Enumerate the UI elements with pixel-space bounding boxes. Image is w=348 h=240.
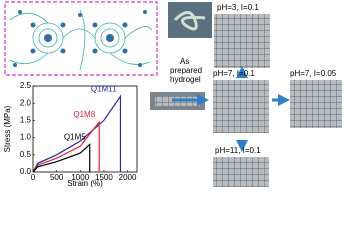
knot-photo: [168, 2, 212, 38]
y-axis-label: Stress (MPa): [3, 105, 12, 152]
y-tick-label: 0.0: [20, 167, 32, 176]
schematic: [4, 1, 158, 76]
gel-photo: [290, 80, 342, 128]
x-tick-label: 0: [31, 173, 36, 182]
y-tick-label: 2.0: [20, 98, 32, 107]
series-line: [32, 143, 91, 173]
series-line: [32, 120, 100, 173]
arrows: [172, 66, 290, 152]
gel-photo: [213, 80, 269, 133]
series-line: [32, 94, 122, 173]
x-tick-label: 1000: [71, 173, 89, 182]
plot-frame: [32, 85, 138, 173]
x-tick-label: 500: [50, 173, 64, 182]
series-label: Q1M11: [91, 84, 117, 93]
y-tick-label: 1.0: [20, 133, 32, 142]
condition-label: pH=7, I=0.05: [290, 69, 337, 78]
gel-photo: [213, 157, 269, 187]
y-tick-label: 0.5: [20, 150, 32, 159]
x-tick-label: 1500: [95, 173, 113, 182]
gel-photo: [214, 14, 270, 68]
series-label: Q1M5: [64, 133, 86, 142]
y-tick-label: 1.5: [20, 116, 32, 125]
photo-label: As: [180, 57, 189, 66]
x-tick-label: 2000: [119, 173, 137, 182]
photo-label: prepared: [170, 66, 202, 75]
photo-label: hydrogel: [170, 75, 201, 84]
series-label: Q1M8: [73, 110, 95, 119]
x-axis-label: Strain (%): [67, 179, 103, 188]
condition-label: pH=3, I=0.1: [217, 3, 259, 12]
condition-label: pH=7, I=0.1: [213, 69, 255, 78]
condition-label: pH=11, I=0.1: [215, 146, 261, 155]
y-tick-label: 2.5: [20, 81, 32, 90]
